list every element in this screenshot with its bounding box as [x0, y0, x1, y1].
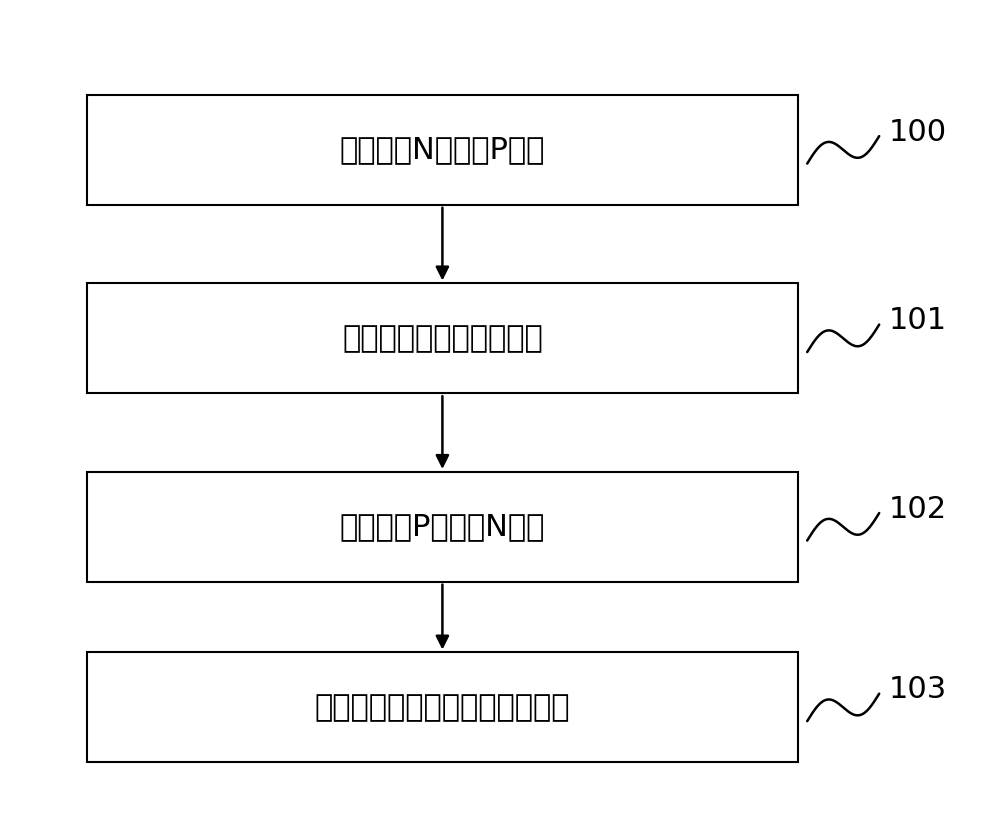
Text: 外延生长N型层或P型层: 外延生长N型层或P型层: [340, 135, 545, 164]
Text: 外延生长固定组分有源区: 外延生长固定组分有源区: [342, 324, 543, 353]
Text: 100: 100: [889, 118, 947, 146]
Text: 103: 103: [889, 675, 947, 704]
Bar: [87, 283, 798, 393]
Text: 外延生长P型层或N型层: 外延生长P型层或N型层: [340, 512, 545, 542]
Bar: [87, 653, 798, 762]
Text: 102: 102: [889, 495, 947, 524]
Bar: [87, 472, 798, 582]
Bar: [87, 95, 798, 204]
Text: 101: 101: [889, 306, 947, 335]
Text: 沉积电流扩展层、制作金属电极: 沉积电流扩展层、制作金属电极: [315, 693, 570, 722]
